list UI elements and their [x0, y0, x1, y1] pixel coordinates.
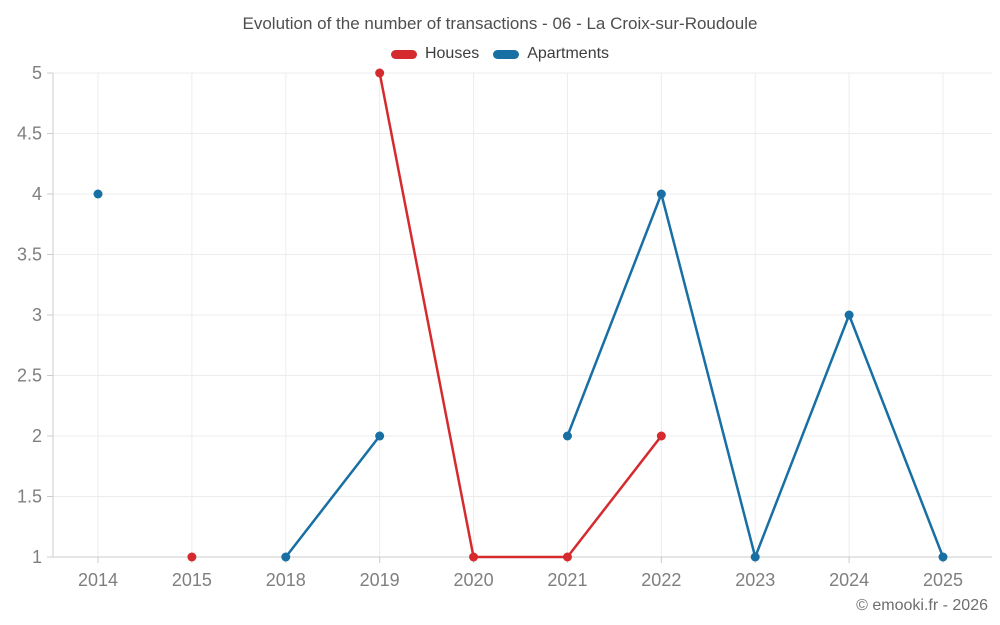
y-tick-label: 1.5: [17, 487, 42, 507]
x-tick-label: 2021: [547, 570, 587, 590]
data-point-apartments-2019[interactable]: [375, 431, 385, 441]
legend-swatch-apartments-icon: [493, 49, 520, 59]
data-point-houses-2015[interactable]: [187, 552, 197, 562]
data-point-apartments-2025[interactable]: [938, 552, 948, 562]
x-tick-label: 2020: [454, 570, 494, 590]
chart-title: Evolution of the number of transactions …: [242, 14, 758, 33]
legend-label-apartments: Apartments: [527, 45, 610, 62]
data-point-houses-2019[interactable]: [375, 68, 385, 78]
x-tick-label: 2024: [829, 570, 869, 590]
x-tick-label: 2014: [78, 570, 118, 590]
y-tick-label: 1: [32, 547, 42, 567]
legend: Houses Apartments: [0, 45, 1000, 63]
legend-label-houses: Houses: [424, 45, 480, 62]
data-point-apartments-2022[interactable]: [656, 189, 666, 199]
x-tick-label: 2023: [735, 570, 775, 590]
legend-item-houses[interactable]: Houses: [390, 45, 480, 63]
y-tick-label: 4: [32, 184, 42, 204]
data-point-houses-2020[interactable]: [469, 552, 479, 562]
series-line-houses: [378, 71, 663, 559]
data-point-apartments-2023[interactable]: [750, 552, 760, 562]
legend-swatch-houses-icon: [390, 49, 417, 59]
data-point-apartments-2024[interactable]: [844, 310, 854, 320]
x-tick-label: 2022: [641, 570, 681, 590]
x-tick-label: 2019: [360, 570, 400, 590]
legend-item-apartments[interactable]: Apartments: [493, 45, 609, 63]
y-tick-label: 5: [32, 63, 42, 83]
copyright-text: © emooki.fr - 2026: [856, 597, 988, 614]
y-tick-label: 2.5: [17, 366, 42, 386]
y-tick-label: 3.5: [17, 245, 42, 265]
data-point-apartments-2021[interactable]: [562, 431, 572, 441]
y-tick-label: 3: [32, 305, 42, 325]
x-tick-label: 2018: [266, 570, 306, 590]
data-point-apartments-2018[interactable]: [281, 552, 291, 562]
y-tick-label: 4.5: [17, 124, 42, 144]
y-tick-label: 2: [32, 426, 42, 446]
series-line-apartments: [284, 434, 381, 559]
data-point-houses-2022[interactable]: [656, 431, 666, 441]
x-tick-label: 2015: [172, 570, 212, 590]
data-point-apartments-2014[interactable]: [93, 189, 103, 199]
data-point-houses-2021[interactable]: [562, 552, 572, 562]
x-tick-label: 2025: [923, 570, 963, 590]
